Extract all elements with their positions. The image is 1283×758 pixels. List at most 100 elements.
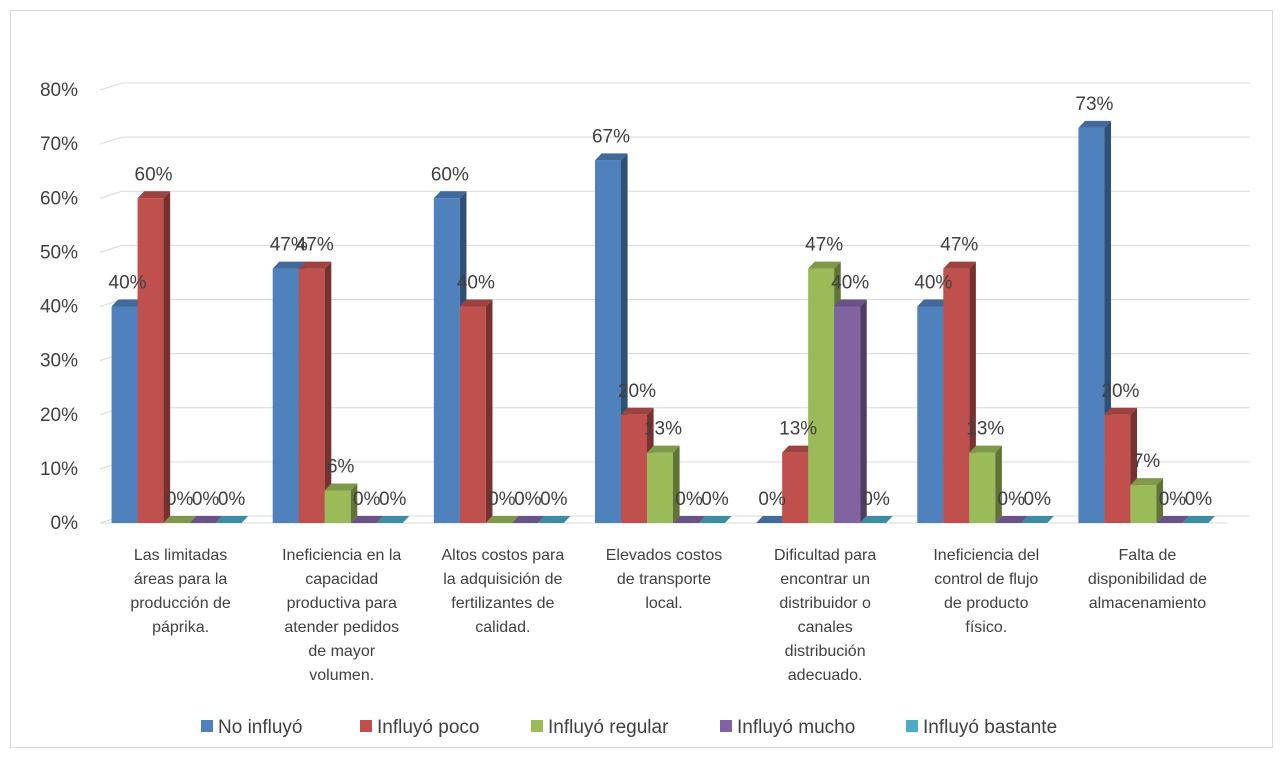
gridline-depth — [99, 190, 123, 199]
bar-top — [595, 153, 628, 161]
bar — [969, 452, 996, 523]
bar-top — [189, 516, 223, 523]
data-label: 47% — [270, 235, 308, 256]
data-label: 0% — [701, 489, 729, 510]
x-tick-label: almacenamiento — [1089, 595, 1207, 612]
bar — [647, 452, 673, 523]
x-tick-label: control de flujo — [934, 571, 1038, 588]
x-tick-label: físico. — [965, 619, 1007, 636]
bar-top — [943, 261, 976, 269]
bar-top — [111, 299, 145, 307]
data-label: 47% — [296, 235, 334, 256]
data-label: 0% — [540, 489, 568, 510]
bar-top — [433, 191, 467, 199]
data-label: 0% — [1159, 489, 1187, 510]
x-tick-label: páprika. — [152, 619, 209, 636]
data-label: 13% — [779, 419, 817, 440]
bar-top — [808, 261, 841, 269]
bar-side — [485, 299, 493, 523]
x-tick-label: calidad. — [475, 619, 530, 636]
bar-top — [647, 445, 680, 453]
bar-top — [1021, 516, 1054, 523]
legend-label: No influyó — [218, 717, 303, 738]
bar — [324, 490, 351, 523]
x-tick-label: canales — [798, 619, 853, 636]
bar-top — [995, 516, 1028, 523]
bar — [433, 198, 460, 523]
bar — [595, 160, 621, 524]
x-tick-label: Altos costos para — [441, 547, 564, 564]
bar-top — [917, 299, 950, 307]
bar-top — [969, 445, 1002, 453]
bar — [1078, 127, 1105, 523]
data-label: 60% — [135, 164, 173, 185]
data-label: 73% — [1075, 94, 1113, 115]
bar-top — [137, 191, 171, 199]
bar — [298, 268, 325, 523]
bar-top — [1104, 407, 1138, 415]
bar — [111, 306, 138, 523]
bar-top — [834, 299, 867, 307]
gridline-depth — [99, 82, 123, 91]
data-label: 0% — [1185, 489, 1213, 510]
bar — [808, 268, 835, 523]
bar-top — [215, 516, 249, 523]
bar-top — [459, 299, 493, 307]
bar — [1130, 485, 1157, 523]
bar-top — [324, 483, 358, 491]
x-tick-label: atender pedidos — [284, 619, 399, 636]
bar-side — [1156, 478, 1164, 523]
x-tick-label: de transporte — [617, 571, 711, 588]
bar-side — [324, 261, 332, 523]
legend-swatch — [360, 720, 372, 732]
bar — [943, 268, 970, 523]
bar-top — [699, 516, 732, 523]
bar-top — [1078, 120, 1112, 128]
bar-side — [995, 445, 1002, 523]
y-tick-label: 0% — [51, 513, 79, 534]
bar — [272, 268, 299, 523]
y-tick-label: 30% — [40, 351, 78, 372]
data-label: 13% — [966, 419, 1004, 440]
data-label: 40% — [109, 273, 147, 294]
bar-top — [1130, 478, 1164, 486]
data-label: 40% — [831, 273, 869, 294]
x-tick-label: volumen. — [309, 667, 374, 684]
bar-top — [1182, 516, 1216, 523]
bar-top — [163, 516, 197, 523]
legend-swatch — [201, 720, 213, 732]
bar-top — [350, 516, 384, 523]
bar-side — [163, 191, 171, 523]
data-label: 0% — [353, 489, 381, 510]
data-label: 0% — [514, 489, 542, 510]
bar — [782, 452, 809, 523]
y-tick-label: 10% — [40, 459, 78, 480]
x-tick-label: productiva para — [287, 595, 397, 612]
legend-label: Influyó bastante — [923, 717, 1057, 738]
gridline-depth — [99, 244, 123, 253]
data-label: 0% — [862, 489, 890, 510]
legend-swatch — [720, 720, 732, 732]
legend-label: Influyó mucho — [737, 717, 855, 738]
bar — [459, 306, 486, 523]
bar-top — [511, 516, 545, 523]
data-label: 40% — [457, 273, 495, 294]
legend-swatch — [531, 720, 543, 732]
x-tick-label: áreas para la — [134, 571, 227, 588]
bar-top — [1156, 516, 1190, 523]
bar-top — [621, 407, 654, 415]
y-tick-label: 70% — [40, 134, 78, 155]
bar-top — [376, 516, 410, 523]
chart-frame — [10, 10, 1273, 748]
x-tick-label: Las limitadas — [134, 547, 227, 564]
bar-side — [350, 483, 358, 523]
data-label: 0% — [1024, 489, 1052, 510]
x-tick-label: distribuidor o — [779, 595, 871, 612]
data-label: 7% — [1133, 451, 1161, 472]
y-tick-label: 80% — [40, 80, 78, 101]
bar-top — [673, 516, 706, 523]
bar-top — [860, 516, 893, 523]
data-label: 13% — [644, 419, 682, 440]
bar — [621, 414, 647, 523]
